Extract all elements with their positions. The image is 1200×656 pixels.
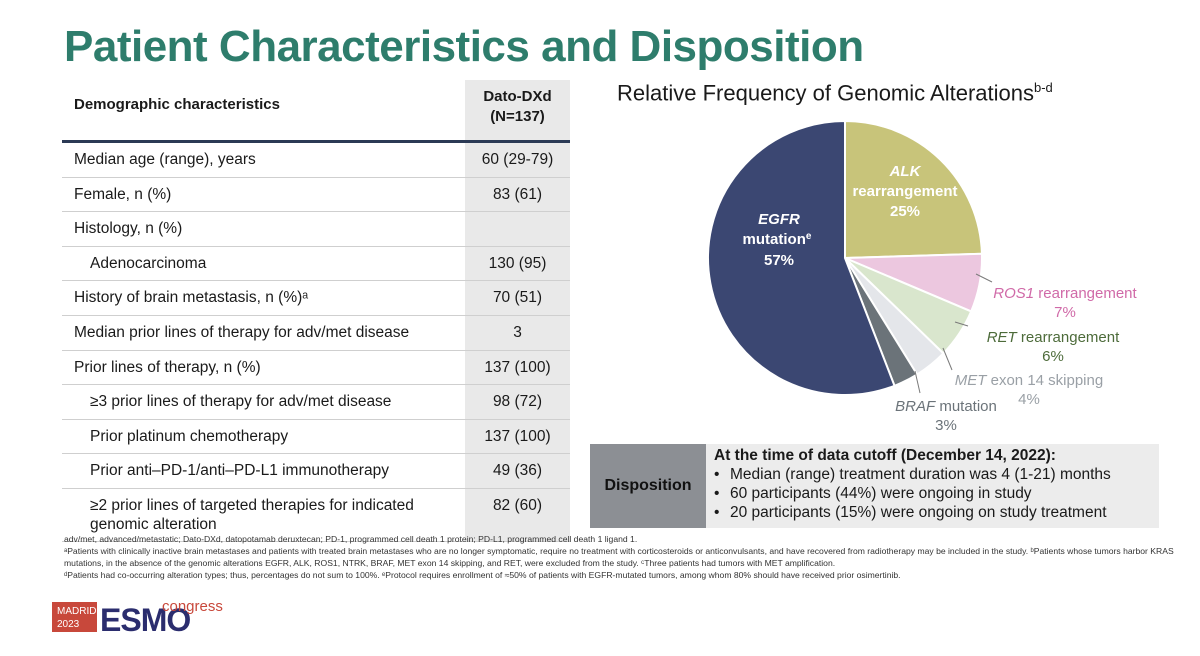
egfr-pct: 57% <box>764 252 794 269</box>
row-value: 49 (36) <box>465 454 570 488</box>
leader-lines <box>914 273 993 394</box>
row-label: Median age (range), years <box>74 151 256 168</box>
row-value: 82 (60) <box>465 488 570 541</box>
table-header: Demographic characteristics Dato-DXd (N=… <box>62 80 570 143</box>
table-row: Median age (range), years 60 (29-79) <box>62 143 570 178</box>
footnote: ᵈPatients had co-occurring alteration ty… <box>64 570 901 580</box>
footnote: ᵃPatients with clinically inactive brain… <box>64 546 1174 568</box>
pie-slice-egfr <box>707 119 896 396</box>
ret-label: RET rearrangement <box>987 329 1120 346</box>
row-label: Histology, n (%) <box>74 220 183 238</box>
footnote: adv/met, advanced/metastatic; Dato-DXd, … <box>64 534 638 544</box>
disposition-label: Disposition <box>590 444 706 528</box>
row-label: Adenocarcinoma <box>90 254 207 272</box>
chart-title: Relative Frequency of Genomic Alteration… <box>617 80 1053 106</box>
footnotes: adv/met, advanced/metastatic; Dato-DXd, … <box>64 533 1174 581</box>
table-row: Prior lines of therapy, n (%) 137 (100) <box>62 350 570 386</box>
row-value: 60 (29-79) <box>465 143 570 177</box>
row-value: 70 (51) <box>465 281 570 315</box>
row-label: ≥3 prior lines of therapy for adv/met di… <box>90 393 392 411</box>
table-row: Prior platinum chemotherapy 137 (100) <box>62 419 570 455</box>
row-value <box>465 212 570 246</box>
row-value: 98 (72) <box>465 385 570 419</box>
row-label: History of brain metastasis, n (%)ᵃ <box>74 289 309 307</box>
table-row: Median prior lines of therapy for adv/me… <box>62 315 570 351</box>
row-value: 137 (100) <box>465 419 570 454</box>
table-row: Adenocarcinoma 130 (95) <box>62 246 570 282</box>
row-label: Prior lines of therapy, n (%) <box>74 358 261 376</box>
table-row: ≥2 prior lines of targeted therapies for… <box>62 488 570 542</box>
header-dato-dxd: Dato-DXd (N=137) <box>483 88 552 125</box>
header-demographic: Demographic characteristics <box>74 96 280 113</box>
table-row: History of brain metastasis, n (%)ᵃ 70 (5… <box>62 281 570 316</box>
row-value: 137 (100) <box>465 350 570 385</box>
table-row: ≥3 prior lines of therapy for adv/met di… <box>62 385 570 420</box>
row-label: ≥2 prior lines of targeted therapies for… <box>90 496 414 533</box>
page-title: Patient Characteristics and Disposition <box>64 22 864 71</box>
logo-badge: MADRID 2023 <box>52 602 97 632</box>
row-label: Median prior lines of therapy for adv/me… <box>74 323 410 341</box>
egfr-label-2: mutatione <box>743 231 812 248</box>
disposition-box: Disposition At the time of data cutoff (… <box>590 444 1159 528</box>
alk-label-2: rearrangement <box>852 183 957 200</box>
row-label: Prior platinum chemotherapy <box>90 427 289 445</box>
pie-slice-alk <box>844 119 983 260</box>
table-row: Histology, n (%) <box>62 212 570 247</box>
disposition-item: 60 participants (44%) were ongoing in st… <box>714 484 1153 503</box>
ros1-label: ROS1 rearrangement <box>993 285 1137 302</box>
egfr-label: EGFR <box>758 211 800 228</box>
disposition-head: At the time of data cutoff (December 14,… <box>714 447 1056 464</box>
alk-label: ALK <box>889 163 922 180</box>
demographics-table: Demographic characteristics Dato-DXd (N=… <box>62 80 570 542</box>
ret-pct: 6% <box>1042 348 1064 365</box>
disposition-item: 20 participants (15%) were ongoing on st… <box>714 503 1153 522</box>
row-label: Prior anti–PD-1/anti–PD-L1 immunotherapy <box>90 462 389 480</box>
disposition-item: Median (range) treatment duration was 4 … <box>714 465 1153 484</box>
met-label: MET exon 14 skipping <box>955 372 1103 389</box>
braf-label: BRAF mutation <box>895 398 997 415</box>
table-row: Female, n (%) 83 (61) <box>62 177 570 213</box>
braf-pct: 3% <box>935 417 957 434</box>
row-value: 3 <box>465 315 570 350</box>
row-value: 130 (95) <box>465 246 570 281</box>
row-value: 83 (61) <box>465 177 570 212</box>
alk-pct: 25% <box>890 203 920 220</box>
table-row: Prior anti–PD-1/anti–PD-L1 immunotherapy… <box>62 454 570 489</box>
met-pct: 4% <box>1018 391 1040 408</box>
row-label: Female, n (%) <box>74 185 172 203</box>
ros1-pct: 7% <box>1054 304 1076 321</box>
